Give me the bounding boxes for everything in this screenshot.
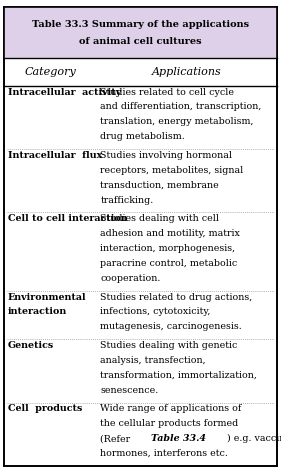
Text: hormones, interferons etc.: hormones, interferons etc. (100, 449, 228, 458)
Text: Cell to cell interaction: Cell to cell interaction (8, 214, 127, 223)
Text: paracrine control, metabolic: paracrine control, metabolic (100, 259, 237, 268)
Text: interaction, morphogenesis,: interaction, morphogenesis, (100, 244, 235, 253)
Text: Intracellular  flux: Intracellular flux (8, 151, 102, 160)
Text: infections, cytotoxicity,: infections, cytotoxicity, (100, 307, 211, 316)
Text: adhesion and motility, matrix: adhesion and motility, matrix (100, 229, 240, 238)
Text: Applications: Applications (152, 67, 222, 77)
Text: Studies dealing with cell: Studies dealing with cell (100, 214, 219, 223)
Text: Cell  products: Cell products (8, 404, 82, 413)
Text: translation, energy metabolism,: translation, energy metabolism, (100, 117, 254, 126)
Text: Studies related to drug actions,: Studies related to drug actions, (100, 292, 253, 302)
Text: senescence.: senescence. (100, 386, 158, 395)
Text: Genetics: Genetics (8, 341, 54, 350)
Bar (4, 7, 277, 58)
Text: ) e.g. vaccines,: ) e.g. vaccines, (224, 434, 281, 443)
Text: Wide range of applications of: Wide range of applications of (100, 404, 242, 413)
Text: trafficking.: trafficking. (100, 196, 153, 205)
Text: Studies dealing with genetic: Studies dealing with genetic (100, 341, 238, 350)
Text: receptors, metabolites, signal: receptors, metabolites, signal (100, 166, 244, 175)
Text: Category: Category (25, 67, 76, 77)
Text: mutagenesis, carcinogenesis.: mutagenesis, carcinogenesis. (100, 323, 242, 332)
Text: of animal cell cultures: of animal cell cultures (79, 36, 202, 46)
Text: Table 33.3 Summary of the applications: Table 33.3 Summary of the applications (32, 19, 249, 29)
Text: Intracellular  activity: Intracellular activity (8, 88, 121, 96)
Text: Environmental: Environmental (8, 292, 86, 302)
Text: Table 33.4: Table 33.4 (151, 434, 206, 443)
Text: (Refer: (Refer (100, 434, 133, 443)
Text: Studies related to cell cycle: Studies related to cell cycle (100, 88, 234, 96)
Text: transduction, membrane: transduction, membrane (100, 181, 219, 190)
Text: drug metabolism.: drug metabolism. (100, 132, 185, 141)
Text: interaction: interaction (8, 307, 67, 316)
Text: Studies involving hormonal: Studies involving hormonal (100, 151, 232, 160)
Text: and differentiation, transcription,: and differentiation, transcription, (100, 103, 262, 112)
Text: analysis, transfection,: analysis, transfection, (100, 356, 206, 365)
Text: cooperation.: cooperation. (100, 274, 161, 283)
Text: the cellular products formed: the cellular products formed (100, 420, 239, 429)
Text: transformation, immortalization,: transformation, immortalization, (100, 371, 257, 380)
